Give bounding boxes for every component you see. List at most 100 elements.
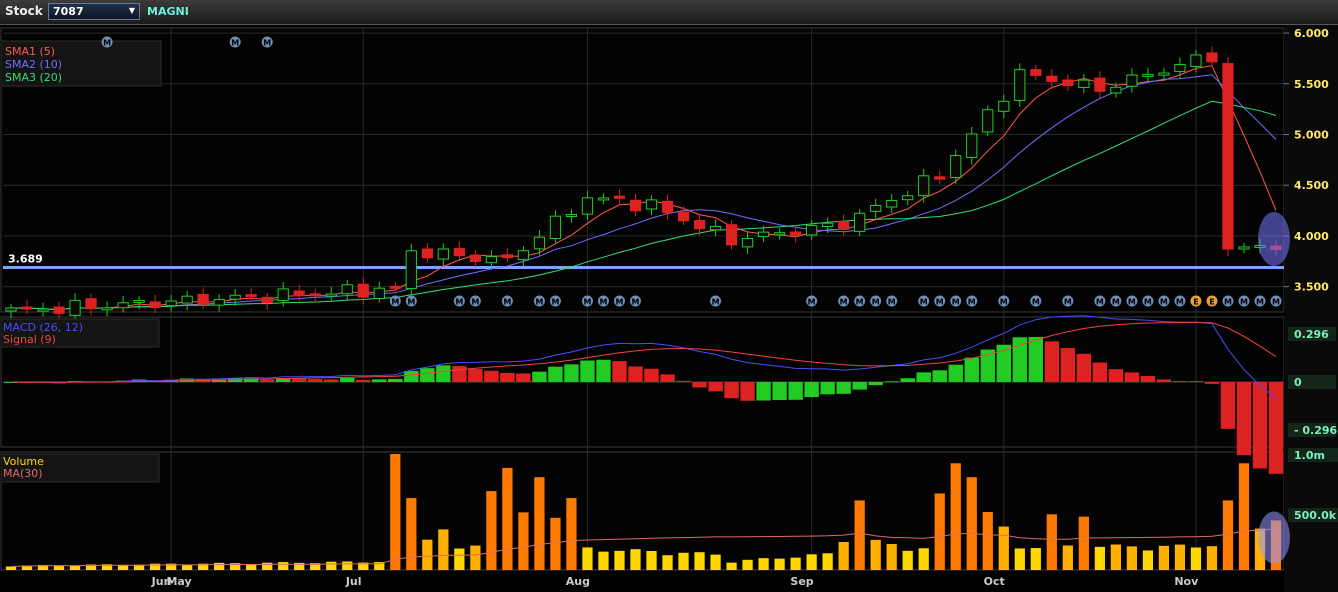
event-marker-badge <box>1126 295 1138 307</box>
volume-bar <box>694 552 705 570</box>
event-marker[interactable]: M <box>453 295 465 307</box>
event-marker[interactable]: M <box>1062 295 1074 307</box>
macd-histogram-bar <box>388 378 403 382</box>
candle-body <box>1206 52 1218 63</box>
legend-entry: SMA3 (20) <box>5 71 62 84</box>
candle-body <box>149 301 161 309</box>
event-marker-label: M <box>888 298 896 307</box>
event-marker[interactable]: M <box>918 295 930 307</box>
event-marker[interactable]: M <box>998 295 1010 307</box>
event-marker[interactable]: M <box>581 295 593 307</box>
event-marker[interactable]: M <box>229 36 241 48</box>
volume-bar <box>854 500 865 570</box>
volume-bar <box>870 539 881 570</box>
volume-bar <box>37 564 49 570</box>
event-marker[interactable]: M <box>1110 295 1122 307</box>
macd-histogram-bar <box>1220 382 1236 429</box>
candle-body <box>1222 63 1234 250</box>
macd-histogram-bar <box>356 379 371 382</box>
event-marker[interactable]: M <box>501 295 513 307</box>
macd-histogram-bar <box>1108 369 1124 382</box>
macd-histogram-bar <box>692 382 707 388</box>
event-marker[interactable]: M <box>1158 295 1170 307</box>
macd-histogram-bar <box>836 382 851 394</box>
event-marker[interactable]: M <box>469 295 481 307</box>
event-marker-label: M <box>1032 298 1040 307</box>
volume-bar <box>214 562 225 570</box>
stock-code-dropdown[interactable]: 7087 ▼ <box>48 3 140 20</box>
y-tick-label: 4.500 <box>1294 179 1329 192</box>
x-tick-label: May <box>166 575 191 588</box>
stock-name: MAGNI <box>147 5 189 18</box>
event-marker-label: M <box>872 298 880 307</box>
macd-histogram-bar <box>628 366 643 382</box>
event-marker[interactable]: M <box>950 295 962 307</box>
event-marker[interactable]: M <box>613 295 625 307</box>
candle-body <box>229 294 241 300</box>
event-marker[interactable]: M <box>597 295 609 307</box>
macd-histogram-bar <box>932 370 947 382</box>
y-tick-label: 0 <box>1294 376 1302 389</box>
event-marker[interactable]: M <box>838 295 850 307</box>
event-marker[interactable]: E <box>1206 295 1218 307</box>
x-tick-label: Jul <box>345 575 362 588</box>
y-tick-label: - 0.296 <box>1294 424 1338 437</box>
candle-body <box>902 195 914 201</box>
event-marker[interactable]: M <box>806 295 818 307</box>
macd-histogram-bar <box>308 379 323 382</box>
y-tick-box <box>1288 448 1338 462</box>
macd-histogram-bar <box>564 364 579 382</box>
event-marker[interactable]: M <box>1094 295 1106 307</box>
volume-bar <box>950 463 961 570</box>
event-marker-label: M <box>535 298 543 307</box>
event-marker[interactable]: M <box>1142 295 1154 307</box>
candle-body <box>37 308 49 312</box>
macd-histogram-bar <box>1268 382 1284 474</box>
event-marker[interactable]: M <box>549 295 561 307</box>
candle-body <box>918 175 930 197</box>
candle-body <box>1094 77 1106 92</box>
event-marker[interactable]: M <box>886 295 898 307</box>
event-marker[interactable]: M <box>261 36 273 48</box>
macd-histogram-bar <box>260 379 275 382</box>
candle-body <box>1158 72 1170 76</box>
event-marker[interactable]: M <box>870 295 882 307</box>
event-marker[interactable]: M <box>405 295 417 307</box>
event-marker[interactable]: M <box>101 36 113 48</box>
event-marker[interactable]: M <box>629 295 641 307</box>
macd-histogram-bar <box>404 370 419 382</box>
volume-bar <box>678 552 689 570</box>
event-marker[interactable]: M <box>533 295 545 307</box>
volume-bar <box>822 553 833 570</box>
event-marker[interactable]: E <box>1190 295 1202 307</box>
candle-body <box>1110 86 1122 94</box>
event-marker-label: M <box>712 298 720 307</box>
candle-body <box>389 285 401 289</box>
macd-histogram-bar <box>452 366 467 382</box>
event-marker[interactable]: M <box>1238 295 1250 307</box>
event-marker[interactable]: M <box>1270 295 1282 307</box>
volume-bar <box>806 554 817 570</box>
event-marker-badge <box>501 295 513 307</box>
volume-bar <box>1222 500 1234 570</box>
event-marker-badge <box>950 295 962 307</box>
event-marker[interactable]: M <box>854 295 866 307</box>
event-marker[interactable]: M <box>1126 295 1138 307</box>
candle-body <box>101 307 113 311</box>
macd-histogram-bar <box>1172 380 1188 382</box>
candle-body <box>85 298 97 310</box>
event-marker[interactable]: M <box>1254 295 1266 307</box>
event-marker-label: M <box>840 298 848 307</box>
event-marker[interactable]: M <box>389 295 401 307</box>
event-marker[interactable]: M <box>1030 295 1042 307</box>
event-marker[interactable]: M <box>710 295 722 307</box>
event-marker[interactable]: M <box>1174 295 1186 307</box>
event-marker[interactable]: M <box>966 295 978 307</box>
candle-body <box>1190 54 1202 67</box>
event-marker[interactable]: M <box>934 295 946 307</box>
event-marker[interactable]: M <box>1222 295 1234 307</box>
latest-price-highlight <box>1257 211 1290 266</box>
price-panel <box>0 27 1285 313</box>
event-marker-label: M <box>407 298 415 307</box>
